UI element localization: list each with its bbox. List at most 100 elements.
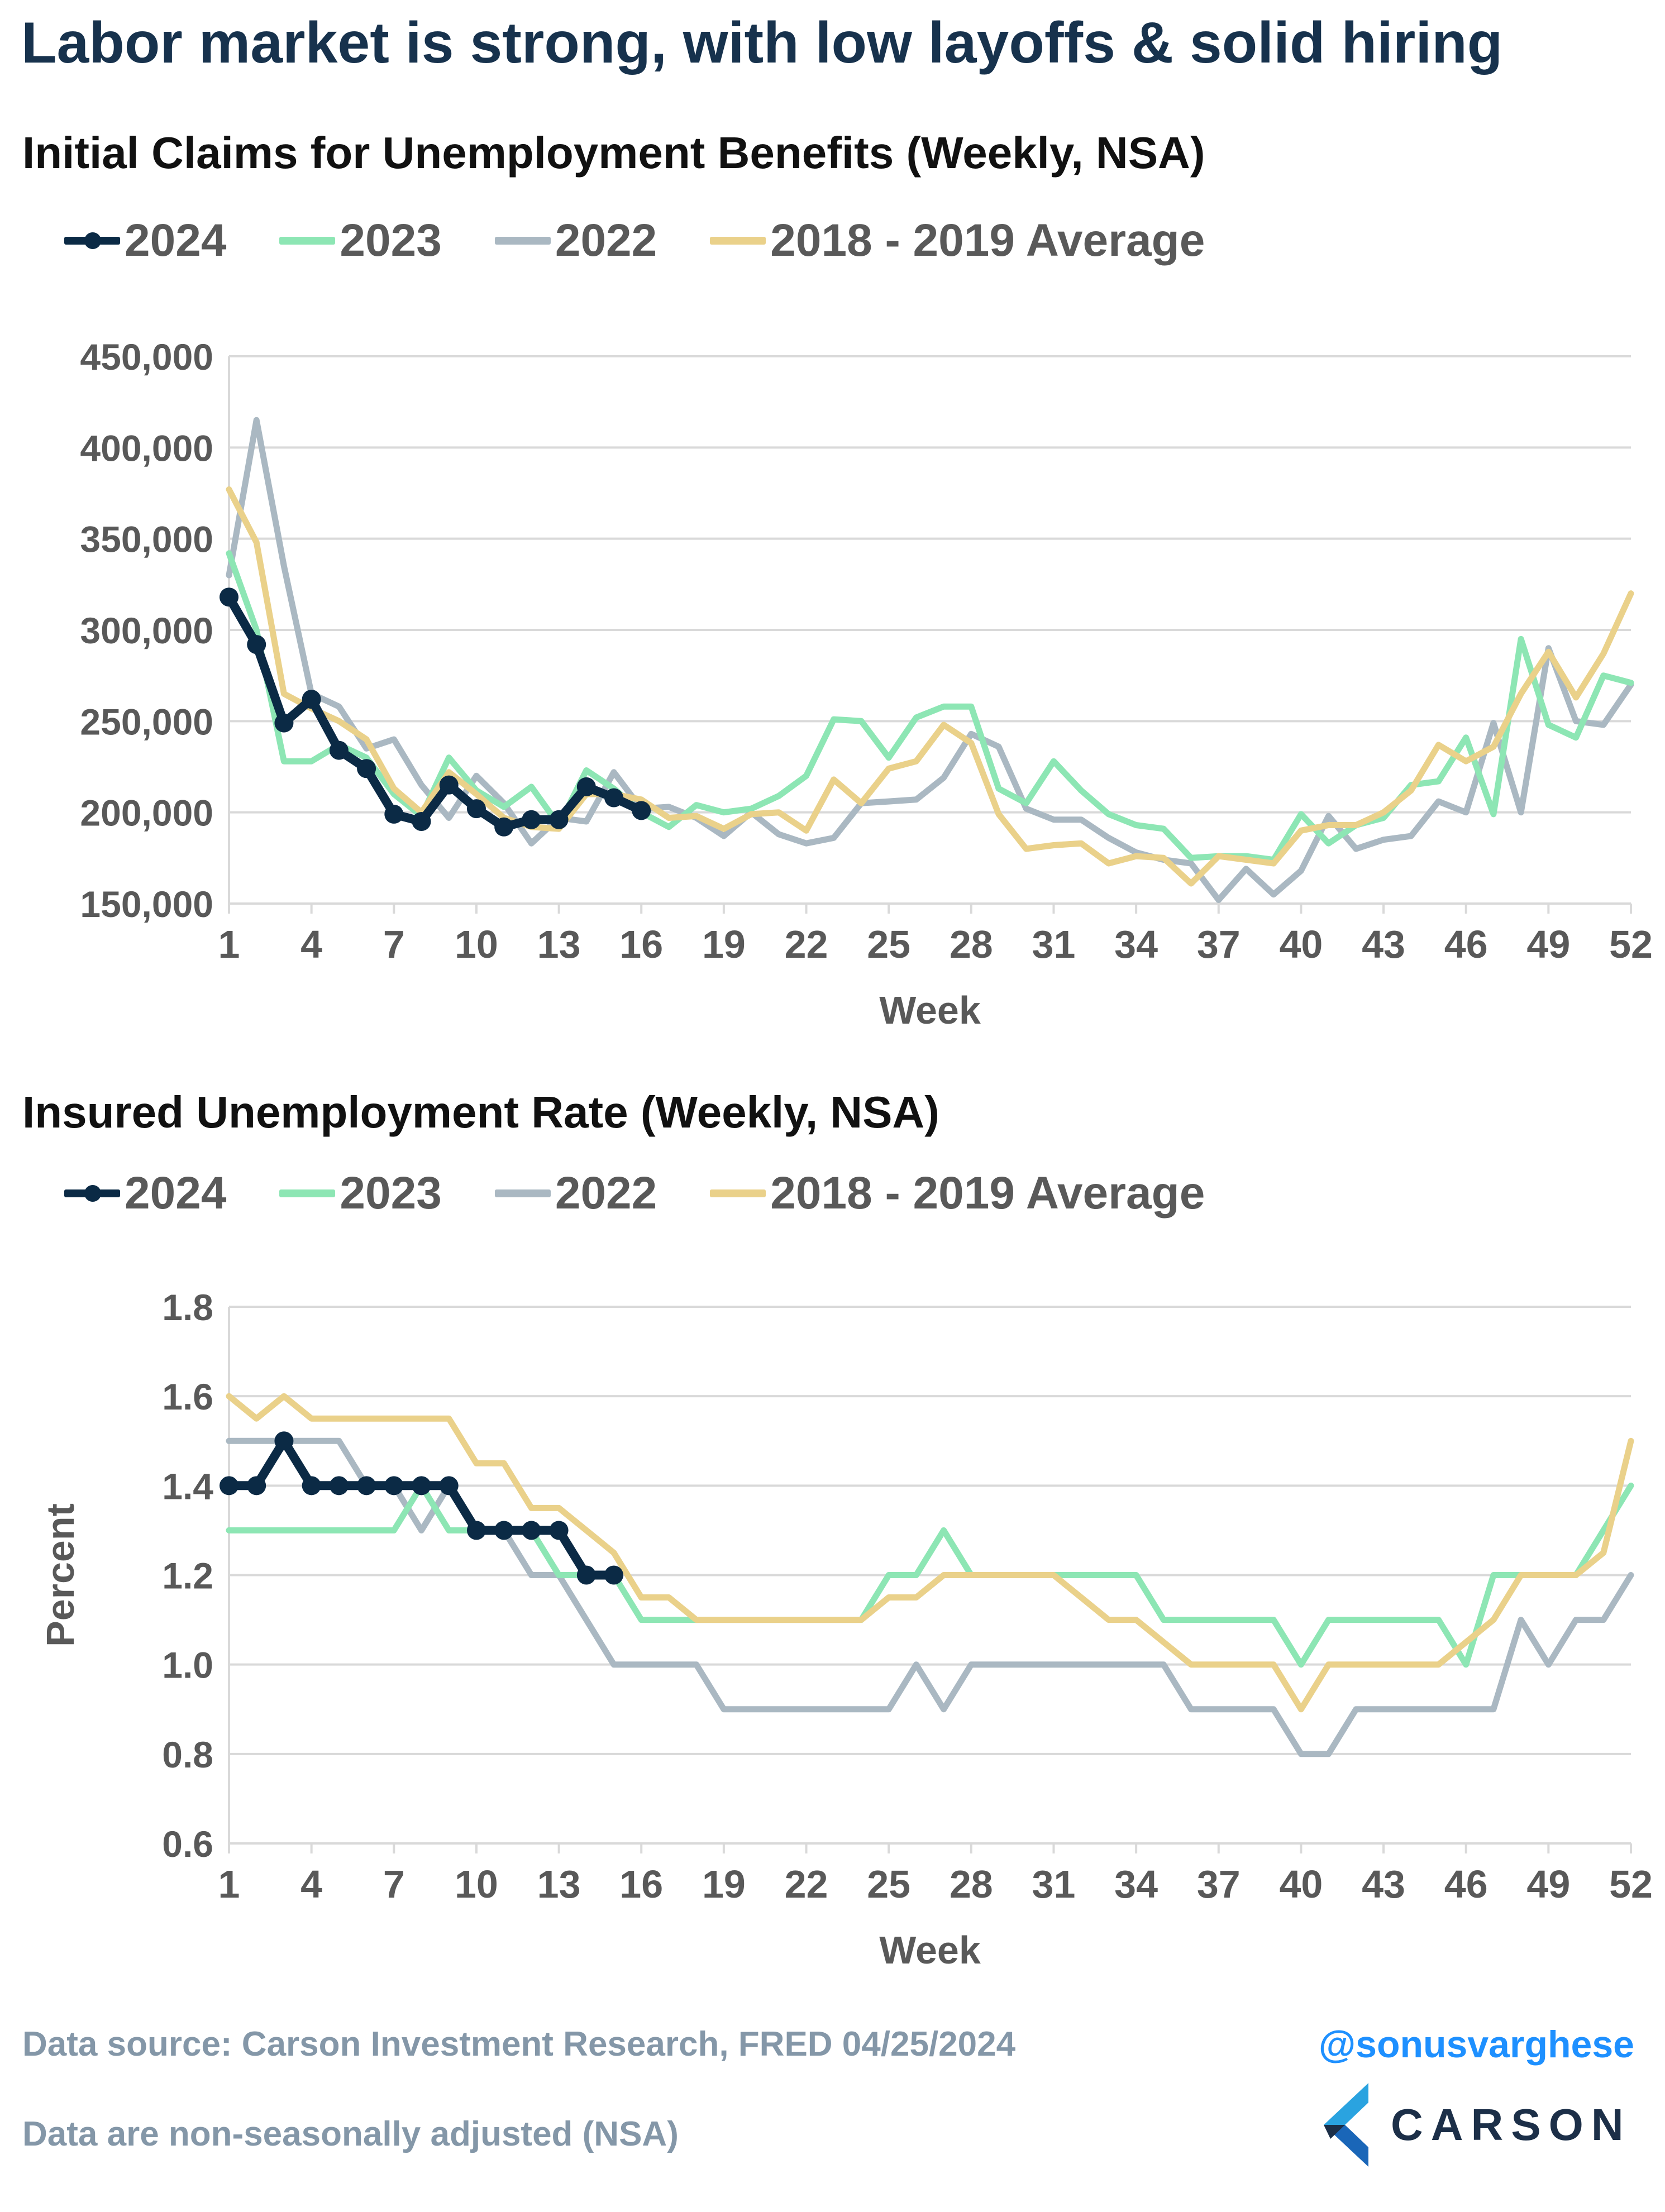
legend-item-2024: 2024 (64, 214, 226, 267)
legend-item-2024: 2024 (64, 1167, 226, 1220)
x-tick-label: 22 (785, 923, 828, 966)
series-line-2022 (226, 417, 1634, 903)
y-tick-label: 400,000 (80, 427, 213, 469)
legend-label-2024: 2024 (125, 215, 227, 266)
y-tick-label: 1.4 (162, 1465, 213, 1507)
legend-label-2023: 2023 (340, 1168, 442, 1219)
x-tick-label: 1 (218, 1862, 240, 1906)
y-axis-label: Percent (39, 1503, 82, 1647)
legend-swatch-2022 (494, 1189, 551, 1197)
data-point-2024 (494, 817, 514, 837)
chart-title-insured-unemployment: Insured Unemployment Rate (Weekly, NSA) (22, 1087, 939, 1137)
x-tick-label: 43 (1362, 1862, 1405, 1906)
y-tick-label: 300,000 (80, 610, 213, 651)
data-point-2024 (549, 810, 569, 829)
x-tick-label: 1 (218, 923, 240, 966)
x-tick-label: 22 (785, 1862, 828, 1906)
y-tick-label: 450,000 (80, 336, 213, 378)
data-point-2024 (466, 1521, 486, 1540)
legend-swatch-2022 (494, 237, 551, 245)
footer-note: Data are non-seasonally adjusted (NSA) (22, 2115, 679, 2153)
series-line-2023 (226, 1482, 1634, 1668)
x-tick-label: 7 (383, 923, 405, 966)
legend-label-2023: 2023 (340, 215, 442, 266)
x-tick-label: 28 (950, 1862, 993, 1906)
data-point-2024 (220, 1476, 238, 1496)
x-tick-label: 37 (1197, 1862, 1241, 1906)
page-title: Labor market is strong, with low layoffs… (21, 11, 1503, 75)
x-tick-label: 16 (619, 923, 663, 966)
legend-item-2022: 2022 (494, 214, 657, 267)
y-tick-label: 1.6 (162, 1376, 213, 1417)
data-point-2024 (357, 1476, 376, 1496)
data-point-2024 (576, 777, 596, 796)
data-point-2024 (247, 635, 266, 654)
series-line-avg (226, 1393, 1634, 1713)
data-point-2024 (439, 775, 459, 795)
y-tick-label: 0.6 (162, 1823, 213, 1865)
data-point-2024 (494, 1521, 514, 1540)
y-tick-label: 0.8 (162, 1734, 213, 1775)
legend-label-avg: 2018 - 2019 Average (770, 1168, 1205, 1219)
legend-item-2022: 2022 (494, 1167, 657, 1220)
y-tick-label: 1.2 (162, 1555, 213, 1597)
y-tick-label: 150,000 (80, 883, 213, 925)
x-tick-label: 46 (1444, 923, 1488, 966)
legend-item-2023: 2023 (279, 1167, 442, 1220)
data-point-2024 (274, 1431, 294, 1451)
legend-item-avg: 2018 - 2019 Average (710, 1167, 1205, 1220)
data-point-2024 (466, 799, 486, 819)
x-tick-label: 37 (1197, 923, 1241, 966)
data-point-2024 (384, 1476, 404, 1496)
data-point-2024 (302, 1476, 321, 1496)
y-tick-label: 250,000 (80, 701, 213, 742)
legend-swatch-2024 (64, 232, 120, 249)
data-point-2024 (604, 1565, 624, 1585)
legend-swatch-avg (710, 1189, 766, 1197)
data-point-2024 (412, 1476, 431, 1496)
x-tick-label: 13 (537, 923, 581, 966)
legend-swatch-2024 (64, 1185, 120, 1202)
x-tick-label: 4 (300, 1862, 322, 1906)
legend-label-2022: 2022 (555, 215, 657, 266)
x-tick-label: 49 (1526, 923, 1570, 966)
x-tick-label: 10 (455, 1862, 498, 1906)
author-handle-link[interactable]: @sonusvarghese (1318, 2023, 1634, 2066)
legend-swatch-2023 (279, 237, 336, 245)
series-line-2023 (226, 550, 1634, 863)
legend-insured-unemployment: 2024 2023 2022 2018 - 2019 Average (64, 1167, 1258, 1220)
data-point-2024 (632, 801, 651, 820)
carson-brand-name: CARSON (1391, 2100, 1631, 2149)
legend-label-2022: 2022 (555, 1168, 657, 1219)
data-point-2024 (384, 804, 404, 824)
data-point-2024 (549, 1521, 569, 1540)
x-tick-label: 25 (867, 923, 910, 966)
x-tick-label: 25 (867, 1862, 910, 1906)
x-tick-label: 34 (1114, 1862, 1158, 1906)
y-tick-label: 200,000 (80, 792, 213, 834)
y-tick-label: 1.0 (162, 1645, 213, 1686)
x-tick-label: 19 (702, 923, 746, 966)
x-axis-label: Week (879, 988, 981, 1032)
legend-item-2023: 2023 (279, 214, 442, 267)
legend-label-2024: 2024 (125, 1168, 227, 1219)
data-point-2024 (302, 690, 321, 709)
initial-claims-chart: 150,000 200,000 250,000 300,000 350,000 400,0… (80, 336, 1653, 1032)
data-point-2024 (439, 1476, 459, 1496)
legend-swatch-2023 (279, 1189, 336, 1197)
legend-initial-claims: 2024 2023 2022 2018 - 2019 Average (64, 214, 1258, 267)
x-tick-label: 49 (1526, 1862, 1570, 1906)
data-point-2024 (220, 587, 238, 607)
x-tick-label: 46 (1444, 1862, 1488, 1906)
legend-swatch-avg (710, 237, 766, 245)
x-tick-label: 13 (537, 1862, 581, 1906)
data-point-2024 (522, 1521, 541, 1540)
x-tick-label: 19 (702, 1862, 746, 1906)
chart-title-initial-claims: Initial Claims for Unemployment Benefits… (22, 128, 1205, 178)
data-point-2024 (329, 1476, 349, 1496)
x-tick-label: 28 (950, 923, 993, 966)
data-point-2024 (329, 740, 349, 760)
insured-unemployment-chart: 0.6 0.8 1.0 1.2 1.4 1.6 1.8 1 4 7 10 13 16 19 22 25 28 31… (39, 1287, 1653, 1972)
legend-label-avg: 2018 - 2019 Average (770, 215, 1205, 266)
x-tick-label: 31 (1032, 1862, 1076, 1906)
